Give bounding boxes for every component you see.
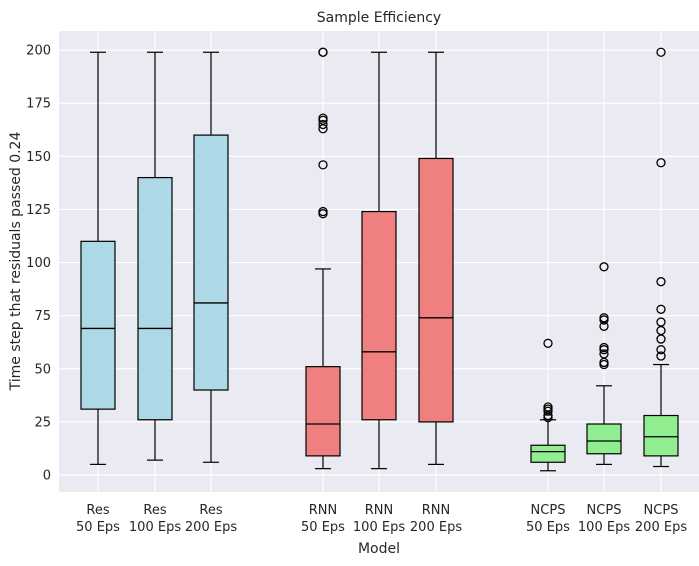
x-tick-label: 200 Eps bbox=[410, 520, 462, 535]
outlier-point bbox=[656, 317, 666, 327]
outlier-point bbox=[656, 277, 666, 287]
y-tick-label: 100 bbox=[26, 256, 51, 271]
x-tick-label: RNN bbox=[309, 503, 337, 518]
x-tick-label: 200 Eps bbox=[185, 520, 237, 535]
y-tick-label: 175 bbox=[26, 97, 51, 112]
y-tick-label: 50 bbox=[34, 362, 51, 377]
x-ticks: Res 50 Eps Res 100 Eps Res 200 Eps RNN 50 Eps RN… bbox=[76, 503, 687, 535]
y-tick-label: 125 bbox=[26, 203, 51, 218]
x-tick-label: 50 Eps bbox=[526, 520, 570, 535]
outlier-point bbox=[318, 160, 328, 170]
iqr-box bbox=[361, 210, 397, 421]
x-tick-label: 100 Eps bbox=[353, 520, 405, 535]
x-tick-label: 100 Eps bbox=[578, 520, 630, 535]
iqr-box bbox=[305, 366, 341, 457]
iqr-box bbox=[193, 134, 229, 391]
x-tick-label: NCPS bbox=[587, 503, 622, 518]
outlier-point bbox=[656, 345, 666, 355]
outlier-point bbox=[599, 313, 609, 323]
chart-title: Sample Efficiency bbox=[317, 10, 441, 26]
box-plot bbox=[530, 338, 566, 472]
y-tick-label: 0 bbox=[43, 469, 51, 484]
y-ticks: 0 25 50 75 100 125 150 175 200 bbox=[26, 44, 51, 484]
x-tick-label: 100 Eps bbox=[129, 520, 181, 535]
outlier-point bbox=[318, 119, 328, 130]
y-tick-label: 200 bbox=[26, 44, 51, 59]
outlier-point bbox=[318, 113, 328, 123]
outlier-point bbox=[656, 351, 666, 361]
x-tick-label: RNN bbox=[365, 503, 393, 518]
x-tick-label: NCPS bbox=[531, 503, 566, 518]
iqr-box bbox=[530, 444, 566, 463]
y-tick-label: 25 bbox=[34, 415, 51, 430]
box-plot bbox=[586, 262, 622, 465]
y-tick-label: 150 bbox=[26, 150, 51, 165]
outlier-point bbox=[318, 206, 328, 217]
box-plot bbox=[643, 47, 679, 468]
outlier-point bbox=[656, 47, 666, 57]
iqr-box bbox=[418, 157, 454, 423]
outlier-point bbox=[656, 158, 666, 168]
outlier-point bbox=[318, 47, 328, 57]
iqr-box bbox=[586, 423, 622, 455]
outlier-point bbox=[656, 304, 666, 314]
x-tick-label: 200 Eps bbox=[635, 520, 687, 535]
x-tick-label: Res bbox=[143, 503, 166, 518]
box-plot bbox=[418, 51, 454, 465]
outlier-point bbox=[543, 338, 553, 348]
x-tick-label: Res bbox=[199, 503, 222, 518]
box-plot bbox=[80, 51, 116, 465]
x-tick-label: 50 Eps bbox=[301, 520, 345, 535]
x-tick-label: RNN bbox=[422, 503, 450, 518]
outlier-point bbox=[599, 262, 609, 272]
iqr-box bbox=[137, 176, 173, 421]
box-plot bbox=[193, 51, 229, 463]
x-tick-label: Res bbox=[86, 503, 109, 518]
box-plot bbox=[137, 51, 173, 461]
y-tick-label: 75 bbox=[34, 309, 51, 324]
box-plot bbox=[361, 51, 397, 470]
x-axis-label: Model bbox=[358, 541, 400, 557]
box-plot bbox=[305, 47, 341, 470]
outlier-point bbox=[599, 342, 609, 353]
y-axis-label: Time step that residuals passed 0.24 bbox=[8, 132, 24, 392]
iqr-box bbox=[643, 414, 679, 457]
outlier-point bbox=[599, 349, 609, 359]
iqr-box bbox=[80, 240, 116, 410]
boxes bbox=[80, 47, 679, 472]
x-tick-label: NCPS bbox=[644, 503, 679, 518]
x-tick-label: 50 Eps bbox=[76, 520, 120, 535]
outlier-point bbox=[543, 402, 553, 412]
